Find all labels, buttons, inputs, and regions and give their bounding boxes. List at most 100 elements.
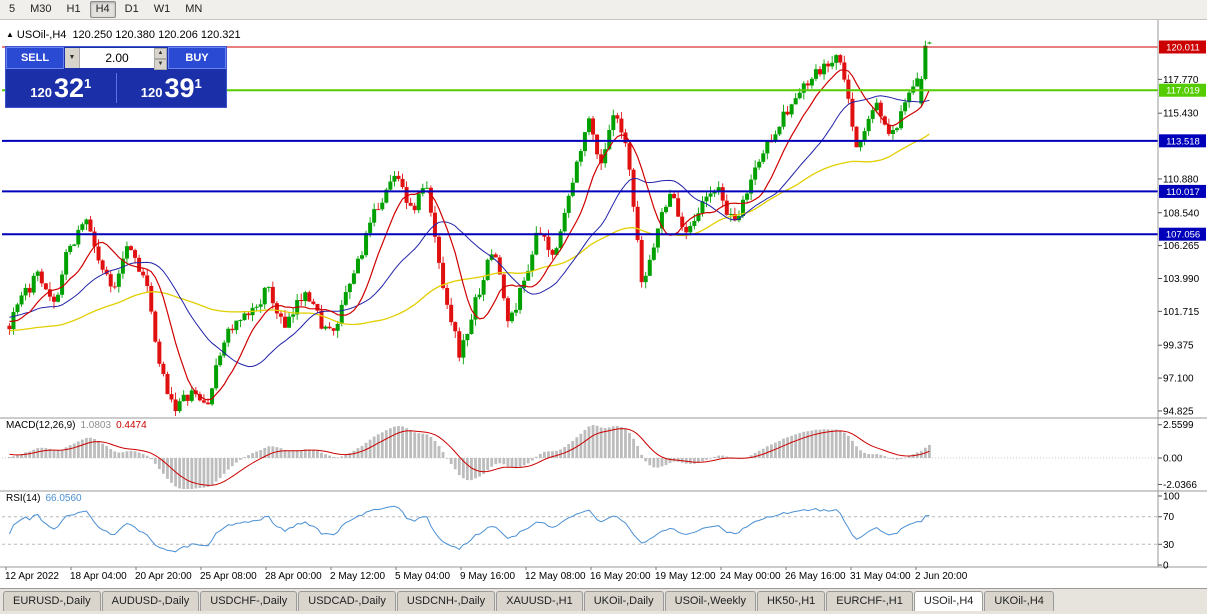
time-axis-label: 12 Apr 2022 xyxy=(5,571,59,582)
price-tag-110.017 xyxy=(1159,184,1206,198)
ohlc-values: 120.250 120.380 120.206 120.321 xyxy=(72,29,241,41)
price-axis-label: 99.375 xyxy=(1163,341,1194,352)
chart-tab-usoil-h4[interactable]: USOil-,H4 xyxy=(913,591,984,611)
macd-axis-label: -2.0366 xyxy=(1163,480,1197,491)
buy-price-point: 1 xyxy=(194,75,202,91)
rsi-axis-label: 30 xyxy=(1163,540,1175,551)
macd-indicator-label: MACD(12,26,9) 1.0803 0.4474 xyxy=(6,420,147,431)
price-tag-label: 110.017 xyxy=(1166,187,1200,198)
price-tag-label: 113.518 xyxy=(1166,136,1200,147)
rsi-name: RSI(14) xyxy=(6,493,41,504)
chart-tab-eurusd-daily[interactable]: EURUSD-,Daily xyxy=(3,591,101,611)
rsi-value: 66.0560 xyxy=(45,493,82,504)
macd-axis-label: 0.00 xyxy=(1163,454,1183,465)
timeframe-toolbar: 5 M30 H1 H4 D1 W1 MN xyxy=(0,0,1207,20)
volume-down-icon[interactable]: ▼ xyxy=(154,59,167,70)
chart-tab-audusd-daily[interactable]: AUDUSD-,Daily xyxy=(101,591,200,611)
volume-field[interactable]: ▼ 2.00 ▲ ▼ xyxy=(65,48,167,70)
price-axis-label: 94.825 xyxy=(1163,406,1194,417)
volume-value[interactable]: 2.00 xyxy=(105,51,129,65)
chart-tab-ukoil-h4[interactable]: UKOil-,H4 xyxy=(984,591,1054,611)
macd-axis-label: 2.5599 xyxy=(1163,420,1194,431)
candles xyxy=(7,40,932,416)
time-axis-label: 2 May 12:00 xyxy=(330,571,385,582)
quote-divider xyxy=(115,73,117,103)
time-axis-label: 19 May 12:00 xyxy=(655,571,716,582)
time-axis-label: 9 May 16:00 xyxy=(460,571,515,582)
volume-dropdown-icon[interactable]: ▼ xyxy=(65,48,80,68)
chart-tab-bar: EURUSD-,Daily AUDUSD-,Daily USDCHF-,Daily U… xyxy=(0,588,1207,614)
macd-main-value: 1.0803 xyxy=(80,420,112,431)
price-tag-120.011 xyxy=(1159,40,1206,54)
macd-signal-line xyxy=(9,428,930,486)
collapse-arrow-icon[interactable]: ▲ xyxy=(6,30,14,39)
macd-signal-value: 0.4474 xyxy=(116,420,147,431)
timeframe-button-h4[interactable]: H4 xyxy=(89,1,116,18)
buy-price-major: 120 xyxy=(140,84,163,100)
time-axis-label: 28 Apr 00:00 xyxy=(265,571,322,582)
time-axis-label: 5 May 04:00 xyxy=(395,571,450,582)
macd-histogram xyxy=(8,425,931,489)
timeframe-button-m30[interactable]: M30 xyxy=(30,3,52,15)
one-click-trading-panel: SELL ▼ 2.00 ▲ ▼ BUY 120321 120391 xyxy=(5,46,227,108)
price-axis-label: 106.265 xyxy=(1163,241,1200,252)
time-axis-label: 20 Apr 20:00 xyxy=(135,571,192,582)
chart-tab-hk50-h1[interactable]: HK50-,H1 xyxy=(756,591,826,611)
indicator-panes xyxy=(2,425,1158,553)
time-axis-label: 24 May 00:00 xyxy=(720,571,781,582)
rsi-axis-label: 70 xyxy=(1163,512,1175,523)
price-tag-107.056 xyxy=(1159,227,1206,241)
rsi-axis-label: 100 xyxy=(1163,492,1180,503)
buy-price[interactable]: 120391 xyxy=(117,73,227,104)
volume-up-icon[interactable]: ▲ xyxy=(154,48,167,59)
chart-tab-xauusd-h1[interactable]: XAUUSD-,H1 xyxy=(496,591,583,611)
price-axis-label: 110.880 xyxy=(1163,174,1199,185)
timeframe-button-5[interactable]: 5 xyxy=(9,3,16,15)
chart-tab-eurchf-h1[interactable]: EURCHF-,H1 xyxy=(826,591,913,611)
sell-price[interactable]: 120321 xyxy=(6,73,116,104)
sell-price-point: 1 xyxy=(84,75,92,91)
chart-tab-ukoil-daily[interactable]: UKOil-,Daily xyxy=(583,591,664,611)
chart-tab-usdcad-daily[interactable]: USDCAD-,Daily xyxy=(298,591,396,611)
timeframe-button-d1[interactable]: D1 xyxy=(124,3,139,15)
price-axis-label: 108.540 xyxy=(1163,208,1200,219)
buy-price-pips: 39 xyxy=(164,72,195,103)
rsi-axis-label: 0 xyxy=(1163,561,1169,572)
time-axis-label: 18 Apr 04:00 xyxy=(70,571,127,582)
timeframe-button-mn[interactable]: MN xyxy=(185,3,203,15)
trade-panel-quotes: 120321 120391 xyxy=(6,69,226,107)
volume-spinner[interactable]: ▲ ▼ xyxy=(154,48,167,70)
time-axis-label: 12 May 08:00 xyxy=(525,571,586,582)
axes: 117.770 115.430 110.880 108.540 106.265 103.9… xyxy=(0,20,1207,582)
buy-button[interactable]: BUY xyxy=(168,47,226,69)
price-axis-label: 97.100 xyxy=(1163,374,1194,385)
time-axis-label: 31 May 04:00 xyxy=(850,571,911,582)
symbol-label: USOil-,H4 xyxy=(16,29,67,41)
ma-mid-line xyxy=(9,95,930,368)
price-tag-113.518 xyxy=(1159,134,1206,148)
timeframe-button-w1[interactable]: W1 xyxy=(153,3,171,15)
time-axis-label: 25 Apr 08:00 xyxy=(200,571,257,582)
chart-tab-usdchf-daily[interactable]: USDCHF-,Daily xyxy=(200,591,298,611)
ma-slow-line xyxy=(9,133,930,332)
price-axis-label: 117.770 xyxy=(1163,75,1199,86)
time-axis-label: 2 Jun 20:00 xyxy=(915,571,968,582)
price-axis-label: 101.715 xyxy=(1163,307,1200,318)
chart-tab-usdcnh-daily[interactable]: USDCNH-,Daily xyxy=(396,591,496,611)
time-axis-label: 16 May 20:00 xyxy=(590,571,651,582)
sell-price-pips: 32 xyxy=(53,72,84,103)
timeframe-button-h1[interactable]: H1 xyxy=(66,3,81,15)
chart-tab-usoil-weekly[interactable]: USOil-,Weekly xyxy=(664,591,756,611)
rsi-line xyxy=(8,505,930,553)
price-tag-label: 120.011 xyxy=(1166,43,1200,54)
price-tag-label: 117.019 xyxy=(1166,86,1200,97)
sell-price-major: 120 xyxy=(30,84,52,100)
chart-region: 117.770 115.430 110.880 108.540 106.265 103.9… xyxy=(0,20,1207,588)
price-chart[interactable]: 117.770 115.430 110.880 108.540 106.265 103.9… xyxy=(0,20,1207,588)
moving-averages xyxy=(9,69,930,401)
chart-symbol-header: ▲ USOil-,H4 120.250 120.380 120.206 120.32… xyxy=(6,29,241,41)
sell-button[interactable]: SELL xyxy=(6,47,64,69)
trade-panel-controls: SELL ▼ 2.00 ▲ ▼ BUY xyxy=(6,47,226,70)
price-axis-label: 115.430 xyxy=(1163,109,1199,120)
